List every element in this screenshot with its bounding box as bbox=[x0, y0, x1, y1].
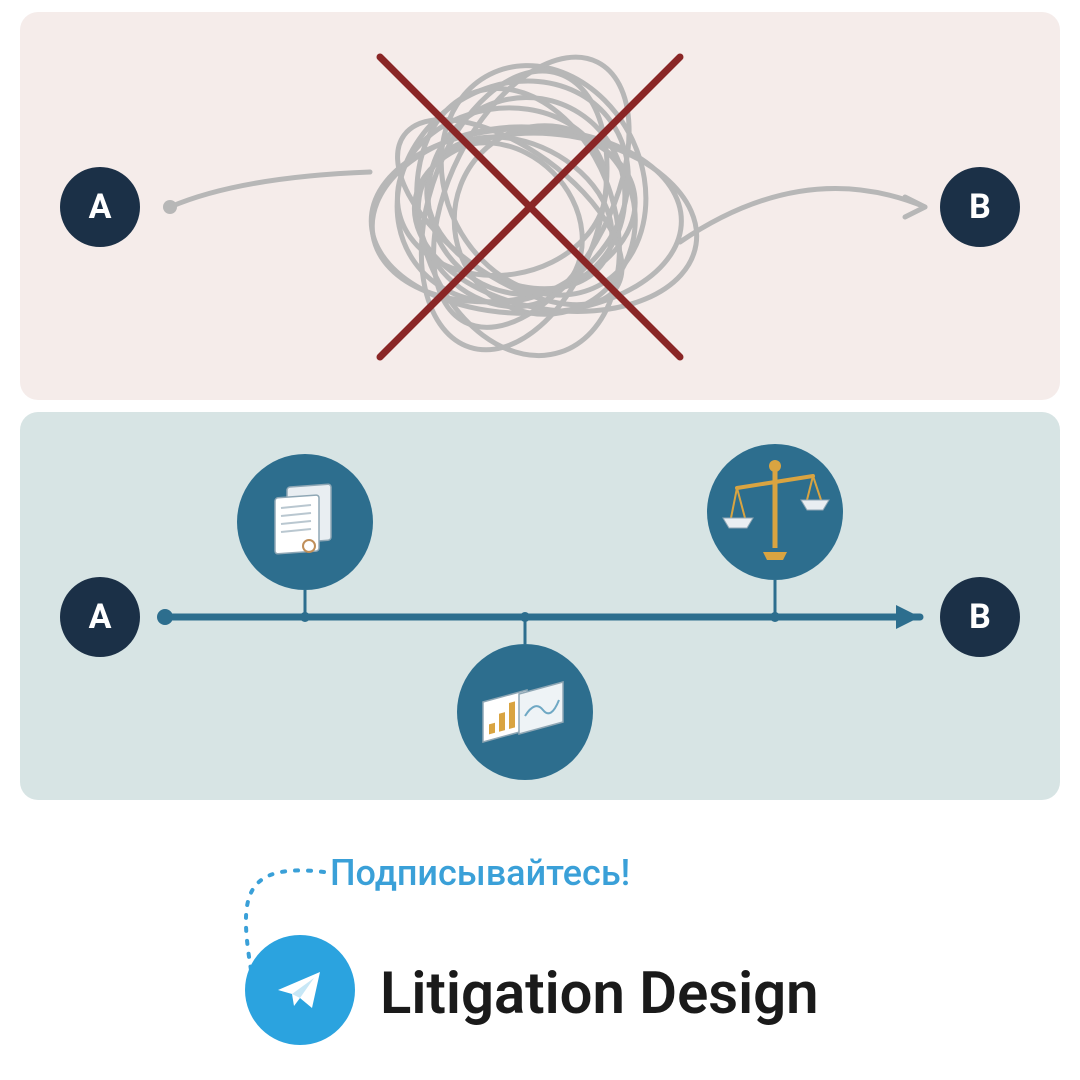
node-a-bottom: A bbox=[60, 577, 140, 657]
telegram-icon[interactable] bbox=[245, 935, 355, 1045]
paper-plane-icon bbox=[270, 960, 330, 1020]
node-b-bottom: B bbox=[940, 577, 1020, 657]
channel-name: Litigation Design bbox=[380, 960, 819, 1028]
node-a-top: A bbox=[60, 167, 140, 247]
node-b-top: B bbox=[940, 167, 1020, 247]
node-a-bottom-label: A bbox=[89, 597, 112, 637]
node-b-bottom-label: B bbox=[969, 597, 991, 637]
structured-diagram bbox=[20, 412, 1060, 800]
subscribe-text: Подписывайтесь! bbox=[330, 852, 630, 894]
node-a-top-label: A bbox=[89, 187, 112, 227]
scribble-diagram bbox=[20, 12, 1060, 400]
node-b-top-label: B bbox=[969, 187, 991, 227]
